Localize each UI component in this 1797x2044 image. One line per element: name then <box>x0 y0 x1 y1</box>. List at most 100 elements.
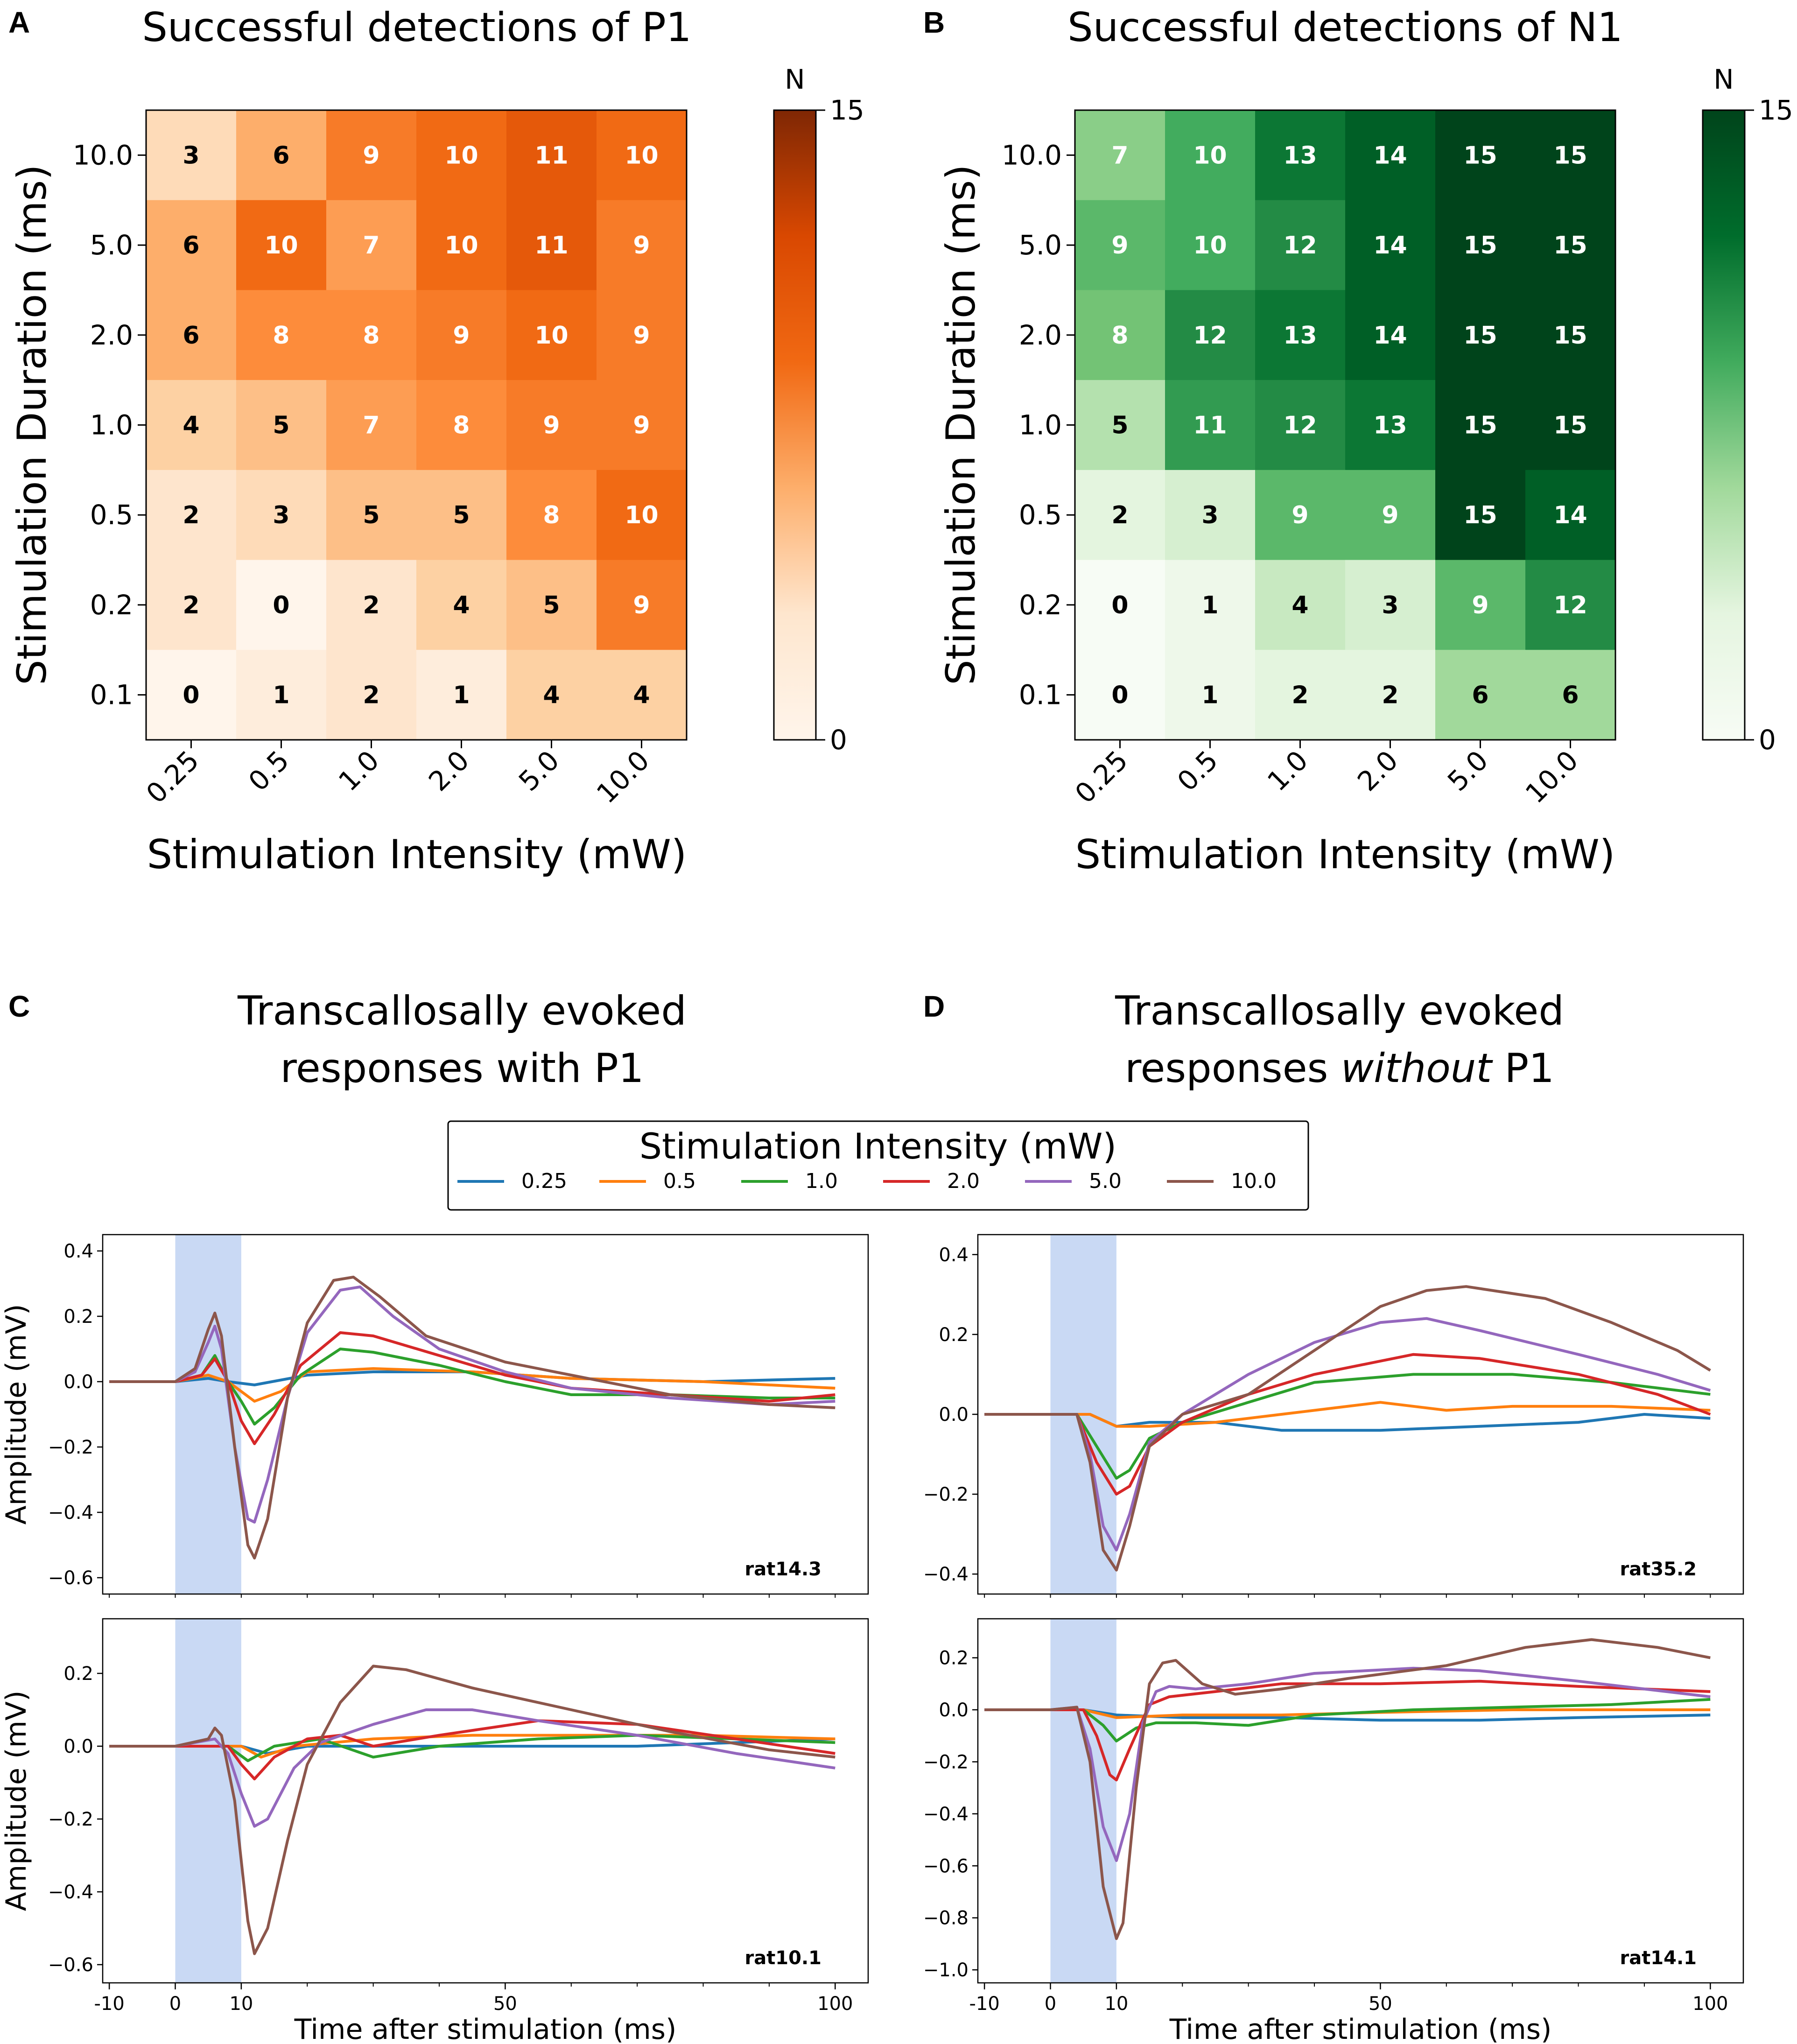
heatmap-cell-value: 1 <box>1201 681 1218 709</box>
heatmap-cell-value: 15 <box>1553 141 1587 169</box>
heatmap-cell-value: 10 <box>1193 141 1227 169</box>
plot-frame <box>977 1618 1744 1984</box>
heatmap-cell-value: 8 <box>363 322 379 350</box>
panel-d-title-line1: Transcallosally evoked <box>1115 988 1564 1034</box>
x-tick-label: 10 <box>1104 1993 1128 2015</box>
heatmap-cell <box>597 290 687 380</box>
heatmap-cell <box>1435 470 1526 561</box>
heatmap-cell <box>1345 650 1436 740</box>
heatmap-cell-value: 4 <box>543 681 560 709</box>
heatmap-cell <box>1075 110 1165 201</box>
legend-title: Stimulation Intensity (mW) <box>639 1125 1116 1167</box>
plot-frame <box>102 1618 869 1984</box>
y-tick-label: 5.0 <box>90 229 133 261</box>
legend-items: 0.25 0.5 1.0 2.0 5.0 10.0 <box>457 1169 1277 1193</box>
heatmap-cell <box>1435 650 1526 740</box>
y-tick-label: −0.2 <box>923 1484 969 1505</box>
heatmap-cell <box>236 560 327 650</box>
heatmap-cell <box>1525 650 1616 740</box>
panel-d-title-part-b: without <box>1341 1045 1494 1092</box>
y-tick-label: −0.6 <box>48 1567 93 1589</box>
colorbar-n1 <box>1702 109 1746 741</box>
stimulation-window <box>175 1619 241 1983</box>
panel-d-title-line2: responses without P1 <box>1125 1045 1554 1092</box>
heatmap-cell-value: 8 <box>543 501 560 529</box>
y-tick-label: 0.2 <box>63 1306 93 1328</box>
heatmap-cell <box>326 470 417 561</box>
x-tick-label: 50 <box>1369 1993 1392 2015</box>
heatmap-cell-value: 14 <box>1553 501 1587 529</box>
x-tick-label: 5.0 <box>512 745 565 797</box>
heatmap-cell-value: 14 <box>1373 232 1407 260</box>
heatmap-cell-value: 15 <box>1463 322 1497 350</box>
heatmap-cell-value: 3 <box>183 141 199 169</box>
legend-label: 1.0 <box>805 1169 838 1193</box>
heatmap-cell-value: 15 <box>1463 412 1497 440</box>
heatmap-cell <box>326 200 417 290</box>
x-axis-label: Time after stimulation (ms) <box>294 2013 677 2044</box>
heatmap-cell <box>146 380 237 471</box>
heatmap-cell <box>1165 380 1256 471</box>
heatmap-cell-value: 0 <box>1111 681 1128 709</box>
heatmap-cell-value: 8 <box>453 412 470 440</box>
heatmap-cell-value: 6 <box>183 232 199 260</box>
heatmap-cell <box>1345 110 1436 201</box>
heatmap-cell <box>1525 470 1616 561</box>
heatmap-cell-value: 2 <box>183 501 199 529</box>
y-tick-label: 0.0 <box>63 1371 93 1393</box>
heatmap-cell-value: 9 <box>453 322 470 350</box>
heatmap-cell <box>1435 200 1526 290</box>
heatmap-cell-value: 2 <box>183 591 199 619</box>
heatmap-cell-value: 1 <box>273 681 289 709</box>
heatmap-cell-value: 12 <box>1283 412 1317 440</box>
y-tick-label: 0.2 <box>939 1324 969 1346</box>
y-tick-label: 0.1 <box>90 679 133 711</box>
colorbar-p1 <box>773 109 817 741</box>
y-tick-label: 0.4 <box>939 1244 969 1266</box>
y-tick-label: 10.0 <box>73 139 133 171</box>
heatmap-cell <box>416 200 507 290</box>
heatmap-cell <box>236 470 327 561</box>
heatmap-n1-xlabel: Stimulation Intensity (mW) <box>1075 831 1615 878</box>
heatmap-cell <box>326 110 417 201</box>
line-plot-rat10-1: −0.6 −0.4 −0.2 0.0 0.2 -10 0 10 50 100 rat10.1 Ampl… <box>0 1618 869 2044</box>
y-tick-label: 0.2 <box>939 1648 969 1669</box>
heatmap-cell <box>1435 380 1526 471</box>
heatmap-cell <box>1525 110 1616 201</box>
heatmap-cell <box>1525 290 1616 380</box>
colorbar-n1-min: 0 <box>1759 724 1776 756</box>
line-plot-rat35-2: −0.4 −0.2 0.0 0.2 0.4 rat35.2 <box>923 1234 1744 1598</box>
heatmap-cell <box>416 110 507 201</box>
y-tick-label: −0.4 <box>48 1502 93 1524</box>
heatmap-cell <box>326 560 417 650</box>
panel-d-title-part-c: P1 <box>1492 1045 1554 1092</box>
series-line-5.0 <box>109 1708 835 1828</box>
heatmap-cell-value: 5 <box>1111 412 1128 440</box>
heatmap-cell-value: 15 <box>1463 232 1497 260</box>
heatmap-cell <box>1345 290 1436 380</box>
y-tick-label: 0.0 <box>939 1404 969 1426</box>
y-tick-label: 0.5 <box>1019 499 1062 531</box>
heatmap-cell-value: 5 <box>273 412 289 440</box>
heatmap-cell-value: 6 <box>1562 681 1579 709</box>
heatmap-cell-value: 10 <box>534 322 568 350</box>
heatmap-cell <box>1075 290 1165 380</box>
heatmap-cell-value: 9 <box>633 322 650 350</box>
heatmap-cell <box>236 110 327 201</box>
heatmap-cell <box>1165 110 1256 201</box>
heatmap-cell-value: 15 <box>1553 232 1587 260</box>
heatmap-cell-value: 13 <box>1283 141 1317 169</box>
heatmap-cell <box>146 110 237 201</box>
heatmap-cell-value: 5 <box>453 501 470 529</box>
heatmap-cell-value: 9 <box>633 412 650 440</box>
heatmap-cell <box>1525 200 1616 290</box>
heatmap-p1: Successful detections of P1 3 6 9 10 11 106 10… <box>9 4 864 878</box>
heatmap-cell <box>1435 110 1526 201</box>
heatmap-cell <box>236 380 327 471</box>
y-tick-label: −0.6 <box>923 1855 969 1877</box>
y-tick-label: −0.2 <box>923 1751 969 1773</box>
heatmap-cell-value: 9 <box>1382 501 1398 529</box>
y-axis-label: Amplitude (mV) <box>0 1304 33 1525</box>
colorbar-p1-min: 0 <box>830 724 847 756</box>
x-tick-label: 0.5 <box>1171 745 1224 797</box>
